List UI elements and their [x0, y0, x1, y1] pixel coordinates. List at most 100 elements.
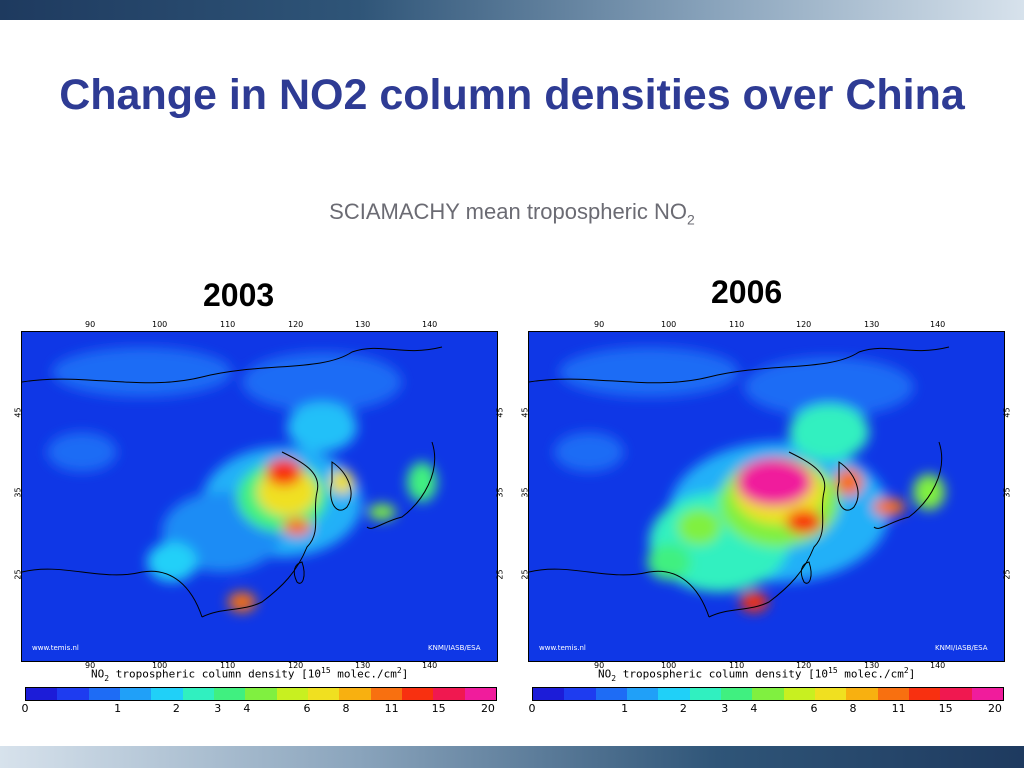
colorbar-tick-label: 20	[480, 702, 495, 715]
colorbar-segment	[689, 688, 721, 700]
colorbar-segment	[783, 688, 815, 700]
map-credit-left: www.temis.nl	[32, 644, 79, 652]
cb-label-part: tropospheric column density [10	[616, 667, 828, 681]
colorbar-tick-label: 1	[621, 702, 629, 715]
colorbar-segment	[26, 688, 58, 700]
density-field	[554, 347, 945, 612]
lon-tick-top: 130	[864, 320, 880, 329]
lat-tick-left: 45	[13, 407, 23, 418]
colorbar-segment	[276, 688, 308, 700]
coastline-china	[708, 451, 826, 618]
colorbar-segment	[595, 688, 627, 700]
colorbar-segment	[151, 688, 183, 700]
lat-tick-right: 35	[1002, 487, 1012, 498]
density-blob	[330, 470, 354, 494]
colorbar-segment	[57, 688, 89, 700]
lat-tick-left: 35	[13, 487, 23, 498]
lat-tick-left: 35	[520, 487, 530, 498]
colorbar-tick-label: 3	[721, 702, 729, 715]
slide-title: Change in NO2 column densities over Chin…	[59, 71, 965, 119]
map-credit-left: www.temis.nl	[539, 644, 586, 652]
colorbar-tick-label: 8	[342, 702, 350, 715]
lon-tick-bottom: 90	[594, 661, 605, 670]
lon-tick-bottom: 110	[220, 661, 236, 670]
lon-tick-top: 120	[796, 320, 812, 329]
density-blob	[789, 404, 869, 460]
cb-label-sub: 2	[611, 673, 617, 683]
cb-label-sup: 15	[828, 666, 838, 675]
colorbar-tick-label: 3	[214, 702, 222, 715]
coastlines	[22, 346, 443, 618]
colorbar	[25, 687, 497, 701]
cb-label-sup: 2	[903, 666, 909, 675]
colorbar-tick-label: 20	[987, 702, 1002, 715]
coastline-taiwan	[293, 561, 305, 584]
colorbar-segment	[307, 688, 340, 700]
lat-tick-left: 45	[520, 407, 530, 418]
density-blob	[283, 518, 311, 536]
colorbar-tick-label: 11	[384, 702, 399, 715]
year-label-2003: 2003	[203, 277, 275, 313]
lat-tick-left: 25	[13, 569, 23, 580]
lat-tick-right: 25	[1002, 569, 1012, 580]
colorbar-segment	[720, 688, 753, 700]
density-blob	[47, 432, 117, 472]
lon-tick-top: 120	[288, 320, 304, 329]
lon-tick-bottom: 100	[661, 661, 677, 670]
lat-tick-left: 25	[520, 569, 530, 580]
top-decorative-band	[0, 0, 1024, 20]
lon-tick-top: 140	[930, 320, 946, 329]
colorbar-tick-label: 6	[303, 702, 311, 715]
density-blob	[368, 504, 396, 520]
lon-tick-top: 110	[729, 320, 745, 329]
colorbar-segment	[433, 688, 465, 700]
density-blob	[873, 498, 905, 516]
subtitle-text: SCIAMACHY mean tropospheric NO	[329, 199, 688, 224]
density-blob	[407, 462, 437, 502]
cb-label-sup: 15	[321, 666, 331, 675]
density-blob	[647, 544, 691, 580]
density-blob	[559, 347, 739, 397]
cb-label-part: ]	[908, 667, 916, 681]
density-blob	[913, 474, 945, 510]
colorbar-tick-label: 6	[810, 702, 818, 715]
border-line	[22, 346, 443, 384]
colorbar-segment	[658, 688, 690, 700]
lon-tick-bottom: 120	[796, 661, 812, 670]
colorbar-segment	[464, 688, 496, 700]
no2-map-2006: www.temis.nl KNMI/IASB/ESA	[528, 331, 1005, 662]
lon-tick-bottom: 140	[422, 661, 438, 670]
colorbar-segment	[182, 688, 214, 700]
colorbar-tick-label: 1	[114, 702, 122, 715]
border-line	[529, 346, 950, 384]
colorbar-tick-label: 11	[891, 702, 906, 715]
density-blob	[287, 402, 357, 452]
density-blob	[744, 357, 914, 417]
colorbar-segment	[877, 688, 909, 700]
colorbar-segment	[564, 688, 596, 700]
density-blob	[736, 458, 812, 506]
colorbar-segment	[752, 688, 784, 700]
colorbar-segment	[401, 688, 434, 700]
colorbar-tick-label: 15	[431, 702, 446, 715]
map-credit-right: KNMI/IASB/ESA	[428, 644, 481, 652]
coastline-taiwan	[800, 561, 812, 584]
colorbar-tick-label: 4	[243, 702, 251, 715]
colorbar-segment	[971, 688, 1003, 700]
colorbar-segment	[940, 688, 972, 700]
lon-tick-bottom: 130	[864, 661, 880, 670]
lat-tick-right: 45	[1002, 407, 1012, 418]
lon-tick-bottom: 100	[152, 661, 168, 670]
density-blob	[786, 510, 822, 534]
coastline-japan	[873, 441, 943, 529]
border-line	[529, 568, 710, 618]
coastlines	[529, 346, 950, 618]
colorbar-segment	[908, 688, 941, 700]
colorbar-segment	[533, 688, 565, 700]
lon-tick-top: 110	[220, 320, 236, 329]
cb-label-part: molec./cm	[330, 667, 397, 681]
slide-subtitle: SCIAMACHY mean tropospheric NO2	[0, 199, 1024, 227]
subtitle-subscript: 2	[687, 211, 695, 228]
density-blob	[554, 432, 624, 472]
cb-label-part: NO	[91, 667, 105, 681]
